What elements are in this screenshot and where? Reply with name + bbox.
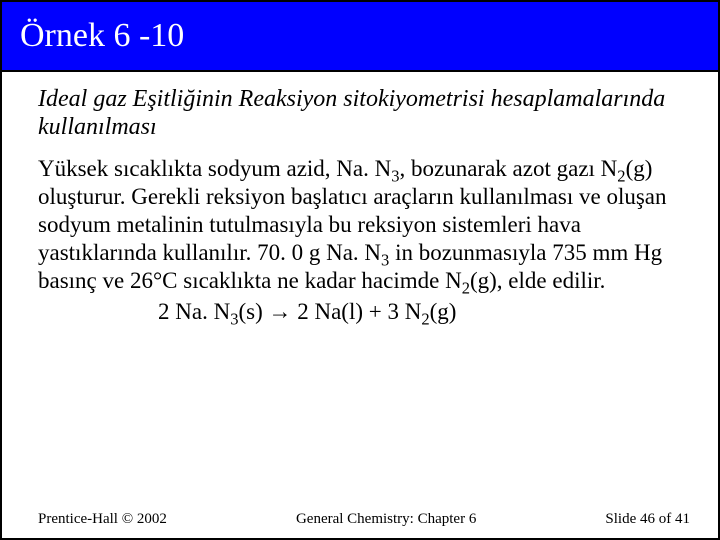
slide-content: Ideal gaz Eşitliğinin Reaksiyon sitokiyo… (2, 72, 718, 538)
slide-subtitle: Ideal gaz Eşitliğinin Reaksiyon sitokiyo… (38, 86, 698, 141)
slide-body: Yüksek sıcaklıkta sodyum azid, Na. N3, b… (38, 155, 698, 295)
slide-equation: 2 Na. N3(s) → 2 Na(l) + 3 N2(g) (38, 299, 698, 325)
slide-footer: Prentice-Hall © 2002 General Chemistry: … (2, 511, 718, 528)
footer-center: General Chemistry: Chapter 6 (167, 511, 606, 528)
slide: Örnek 6 -10 Ideal gaz Eşitliğinin Reaksi… (0, 0, 720, 540)
title-bar: Örnek 6 -10 (2, 2, 718, 72)
slide-title: Örnek 6 -10 (20, 17, 184, 55)
footer-right: Slide 46 of 41 (605, 511, 690, 528)
footer-left: Prentice-Hall © 2002 (38, 511, 167, 528)
